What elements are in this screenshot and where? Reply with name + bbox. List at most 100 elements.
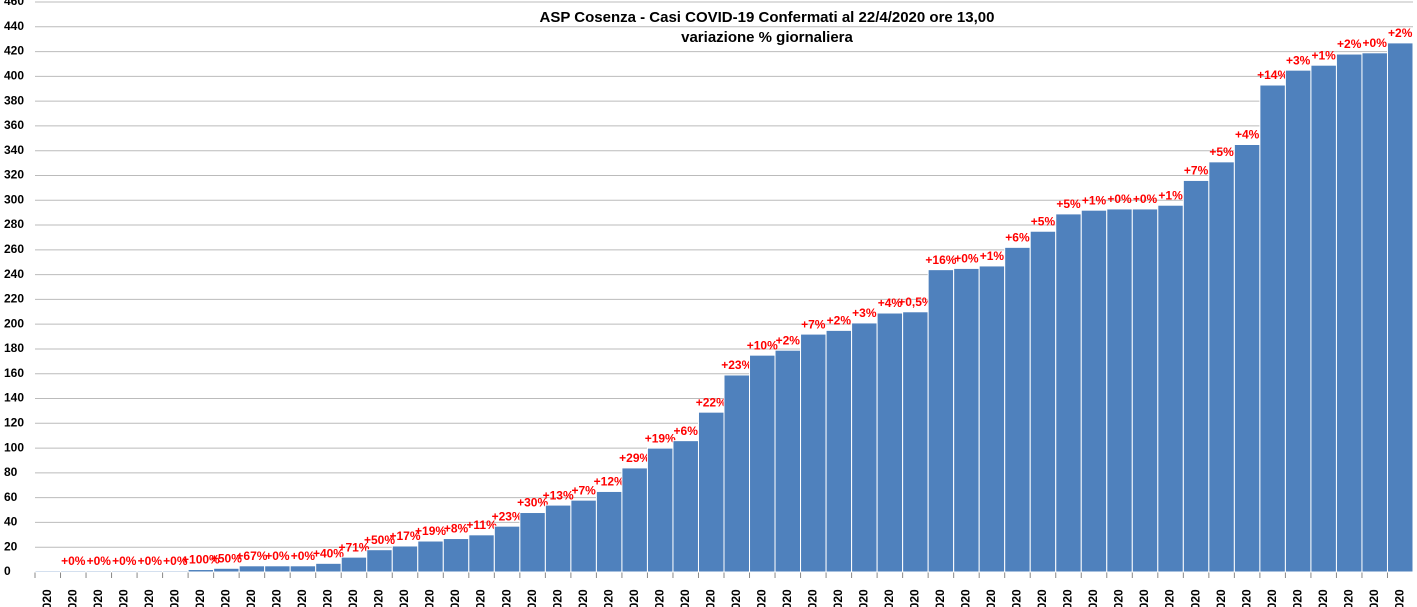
- data-label: +30%: [517, 496, 548, 510]
- x-tick-label: 2020: [1035, 589, 1049, 607]
- bar: [902, 311, 929, 573]
- bar: [876, 312, 904, 573]
- data-label: +11%: [466, 518, 497, 532]
- data-label: +1%: [1158, 188, 1183, 202]
- data-label: +0%: [1133, 192, 1158, 206]
- x-tick-label: 2020: [1239, 589, 1253, 607]
- data-label: +0%: [163, 554, 188, 568]
- x-tick-label: 2020: [908, 589, 922, 607]
- data-label: +1%: [980, 249, 1005, 263]
- x-tick-label: 2020: [1112, 589, 1126, 607]
- data-label: +6%: [674, 424, 699, 438]
- x-tick-label: 2020: [550, 589, 564, 607]
- data-label: +7%: [571, 483, 596, 497]
- bar: [264, 565, 291, 573]
- x-tick-label: 2020: [270, 589, 284, 607]
- bar: [289, 565, 317, 573]
- data-label: +12%: [594, 475, 625, 489]
- x-tick-label: 2020: [729, 589, 743, 607]
- x-tick-label: 2020: [168, 589, 182, 607]
- bar: [953, 267, 980, 573]
- bar: [927, 269, 955, 573]
- x-tick-label: 2020: [1316, 589, 1330, 607]
- data-label: +14%: [1257, 68, 1288, 82]
- x-tick-label: 2020: [40, 589, 54, 607]
- x-tick-label: 2020: [91, 589, 105, 607]
- bar: [723, 374, 751, 573]
- x-tick-label: 2020: [831, 589, 845, 607]
- data-label: +2%: [1337, 37, 1362, 51]
- bar: [1208, 161, 1235, 573]
- bar: [825, 329, 853, 573]
- data-label: +100%: [182, 553, 220, 567]
- y-tick-label: 420: [4, 44, 24, 58]
- data-label: +5%: [1056, 197, 1081, 211]
- y-tick-label: 300: [4, 192, 24, 206]
- bar: [1131, 208, 1159, 573]
- bar: [1386, 42, 1414, 573]
- data-label: +19%: [415, 524, 446, 538]
- data-label: +29%: [619, 451, 650, 465]
- bar: [468, 534, 495, 573]
- data-label: +2%: [1388, 26, 1413, 40]
- x-tick-label: 2020: [474, 589, 488, 607]
- bar: [442, 538, 470, 573]
- data-label: +17%: [390, 529, 421, 543]
- x-tick-label: 2020: [1392, 589, 1406, 607]
- bar: [162, 570, 189, 573]
- bar: [570, 499, 597, 573]
- bar: [34, 570, 62, 573]
- y-tick-label: 280: [4, 217, 24, 231]
- x-tick-label: 2020: [142, 589, 156, 607]
- bar: [187, 569, 215, 573]
- x-tick-label: 2020: [219, 589, 233, 607]
- y-tick-label: 160: [4, 366, 24, 380]
- bar: [391, 545, 419, 573]
- x-tick-label: 2020: [1214, 589, 1228, 607]
- x-tick-label: 2020: [959, 589, 973, 607]
- data-label: +19%: [645, 431, 676, 445]
- bar: [697, 411, 725, 573]
- bar: [417, 540, 444, 573]
- data-label: +3%: [852, 306, 877, 320]
- y-tick-label: 100: [4, 440, 24, 454]
- data-label: +10%: [747, 338, 778, 352]
- bar: [1080, 209, 1108, 573]
- x-tick-label: 2020: [678, 589, 692, 607]
- y-tick-label: 80: [4, 465, 18, 479]
- data-label: +13%: [543, 488, 574, 502]
- data-label: +4%: [1235, 128, 1260, 142]
- bar: [340, 556, 368, 573]
- x-tick-label: 2020: [65, 589, 79, 607]
- data-label: +7%: [801, 317, 826, 331]
- data-label: +5%: [1209, 145, 1234, 159]
- x-tick-label: 2020: [576, 589, 590, 607]
- x-tick-label: 2020: [754, 589, 768, 607]
- x-tick-label: 2020: [423, 589, 437, 607]
- data-label: +6%: [1005, 231, 1030, 245]
- bar: [85, 570, 113, 573]
- x-tick-label: 2020: [525, 589, 539, 607]
- x-tick-label: 2020: [627, 589, 641, 607]
- x-tick-label: 2020: [1265, 589, 1279, 607]
- data-label: +22%: [696, 395, 727, 409]
- bar: [1284, 69, 1312, 573]
- y-tick-label: 140: [4, 391, 24, 405]
- bar: [213, 567, 240, 573]
- x-tick-label: 2020: [1010, 589, 1024, 607]
- x-tick-label: 2020: [601, 589, 615, 607]
- y-tick-label: 380: [4, 93, 24, 107]
- data-label: +1%: [1312, 48, 1337, 62]
- bar: [1157, 204, 1184, 573]
- bar: [672, 440, 699, 573]
- y-tick-label: 440: [4, 19, 24, 33]
- x-tick-label: 2020: [372, 589, 386, 607]
- x-tick-label: 2020: [499, 589, 513, 607]
- y-tick-label: 460: [4, 0, 24, 8]
- y-tick-label: 240: [4, 267, 24, 281]
- bar: [1361, 52, 1388, 573]
- x-tick-label: 2020: [193, 589, 207, 607]
- data-label: +40%: [313, 546, 344, 560]
- data-label: +5%: [1031, 214, 1056, 228]
- data-label: +23%: [492, 509, 523, 523]
